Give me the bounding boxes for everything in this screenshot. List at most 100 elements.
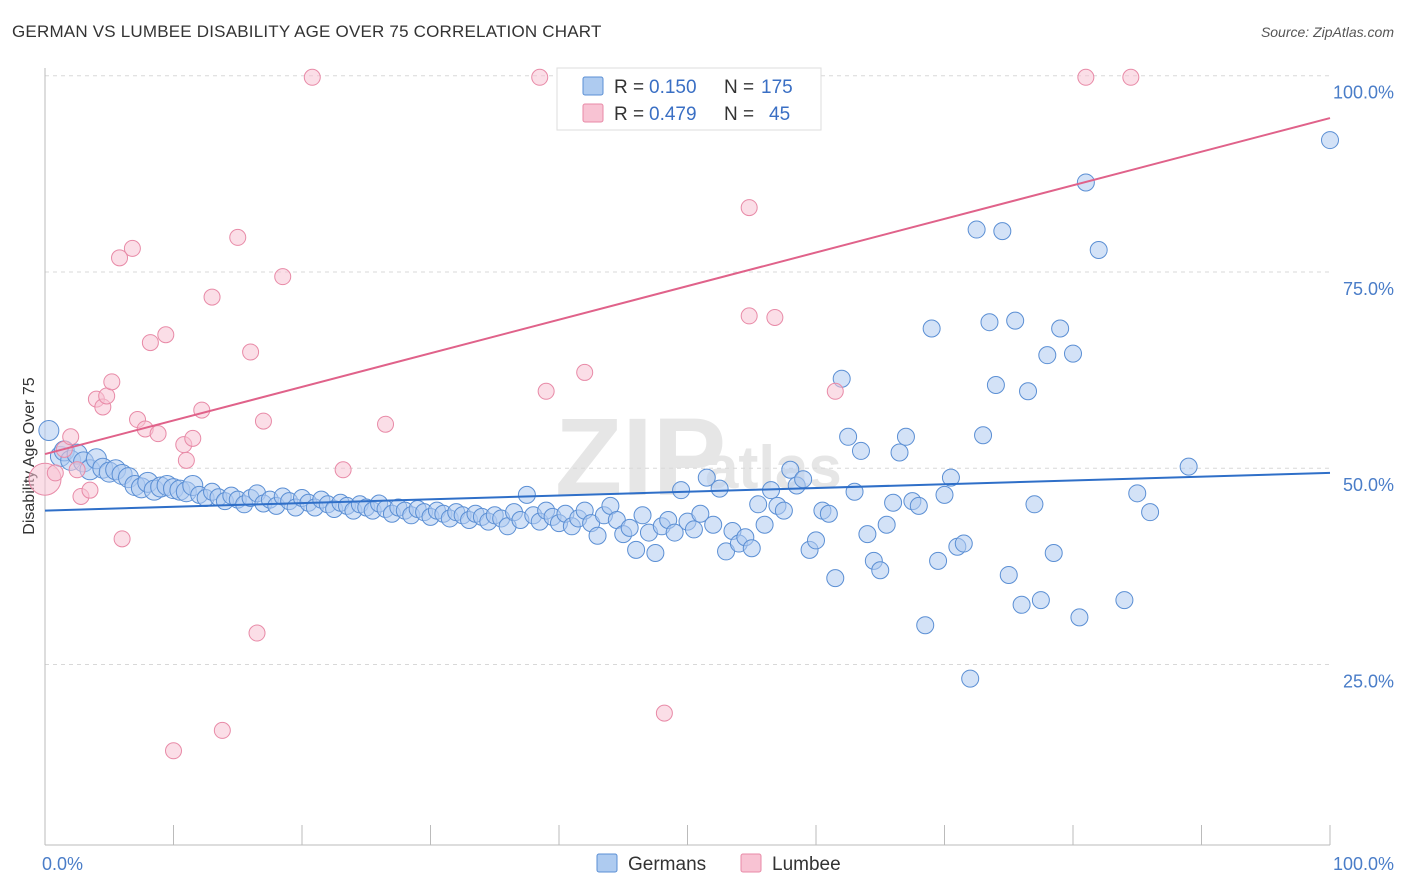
lumbee-point (62, 428, 80, 446)
german-point (691, 504, 710, 523)
german-point (1006, 311, 1025, 330)
german-point (1038, 346, 1057, 365)
german-point (858, 525, 877, 544)
german-point (1031, 591, 1050, 610)
german-point (749, 495, 768, 514)
y-tick-label-50: 50.0% (1343, 475, 1394, 495)
german-point (1019, 382, 1038, 401)
german-point (851, 441, 870, 460)
trend-line-germans (44, 471, 1331, 512)
german-point (1089, 240, 1108, 259)
german-point (961, 669, 980, 688)
y-tick-label-75: 75.0% (1343, 279, 1394, 299)
legend-n-value-lumbee: 45 (769, 104, 790, 125)
source-text: Source: ZipAtlas.com (1260, 24, 1394, 40)
german-point (774, 501, 793, 520)
x-tick-label-max: 100.0% (1333, 854, 1394, 874)
german-point (1064, 344, 1082, 363)
lumbee-point (184, 429, 202, 447)
lumbee-point (46, 464, 64, 482)
german-point (781, 460, 800, 479)
lumbee-point (103, 373, 121, 391)
lumbee-point (1077, 68, 1095, 86)
bottom-legend-germans: Germans (628, 854, 706, 875)
y-axis-label: Disability Age Over 75 (21, 377, 38, 535)
german-point (38, 420, 60, 442)
y-tick-label-100: 100.0% (1333, 83, 1394, 103)
german-point (646, 543, 665, 562)
lumbee-point (213, 721, 231, 739)
german-point (710, 479, 729, 498)
german-point (929, 551, 948, 570)
bottom-legend-swatch-germans (596, 853, 618, 873)
german-point (684, 520, 703, 539)
german-point (871, 561, 890, 580)
lumbee-point (655, 704, 673, 722)
german-point (993, 222, 1012, 241)
lumbee-point (98, 387, 116, 405)
lumbee-point (229, 228, 247, 246)
german-point (954, 534, 973, 553)
german-point (877, 515, 896, 534)
german-point (1012, 595, 1031, 614)
lumbee-point (242, 343, 260, 361)
german-point (819, 504, 838, 523)
lumbee-point (203, 288, 221, 306)
lumbee-point (531, 68, 549, 86)
german-point (1179, 457, 1198, 476)
bottom-legend-lumbee: Lumbee (772, 854, 841, 875)
lumbee-point (377, 415, 395, 433)
lumbee-point (1122, 68, 1140, 86)
legend-swatch-germans (582, 76, 604, 96)
lumbee-point (157, 326, 175, 344)
german-point (697, 468, 716, 487)
german-point (807, 531, 825, 550)
german-point (627, 540, 646, 559)
german-point (999, 565, 1018, 584)
legend-n-label-lumbee: N = (724, 104, 754, 125)
german-point (935, 485, 954, 504)
legend-r-label-lumbee: R = (614, 104, 644, 125)
x-tick-label-min: 0.0% (42, 854, 83, 874)
x-ticks (173, 825, 1331, 845)
german-point (665, 523, 684, 542)
german-point (1051, 319, 1070, 338)
german-point (974, 426, 993, 445)
chart-title: GERMAN VS LUMBEE DISABILITY AGE OVER 75 … (12, 22, 602, 41)
lumbee-point (123, 239, 141, 257)
german-point (1128, 484, 1147, 503)
lumbee-point (165, 742, 182, 760)
lumbee-point (576, 363, 594, 381)
lumbee-point (766, 308, 784, 326)
german-point (1025, 495, 1044, 514)
german-point (896, 427, 915, 446)
legend-r-label-germans: R = (614, 77, 644, 98)
german-point (742, 539, 761, 558)
german-point (588, 526, 607, 545)
german-point (1141, 503, 1160, 522)
german-point (839, 427, 858, 446)
y-tick-label-25: 25.0% (1343, 671, 1394, 691)
german-point (704, 515, 723, 534)
lumbee-point (177, 451, 195, 469)
german-point (672, 481, 691, 500)
german-point (884, 493, 903, 512)
lumbee-point (141, 334, 159, 352)
trend-line-lumbee (44, 117, 1331, 456)
y-tick-labels: 25.0% 50.0% 75.0% 100.0% (1333, 83, 1394, 692)
german-point (890, 443, 909, 462)
lumbee-point (113, 530, 131, 548)
german-point (633, 506, 652, 525)
lumbee-point (826, 382, 844, 400)
german-point (980, 313, 999, 332)
legend-r-value-lumbee: 0.479 (649, 104, 697, 125)
lumbee-point (248, 624, 266, 642)
german-point (916, 616, 935, 635)
german-point (826, 569, 845, 588)
german-point (517, 485, 536, 504)
legend-n-value-germans: 175 (761, 77, 793, 98)
lumbee-point (149, 425, 167, 443)
lumbee-point (740, 307, 758, 325)
german-point (986, 375, 1005, 394)
lumbee-point (537, 382, 555, 400)
